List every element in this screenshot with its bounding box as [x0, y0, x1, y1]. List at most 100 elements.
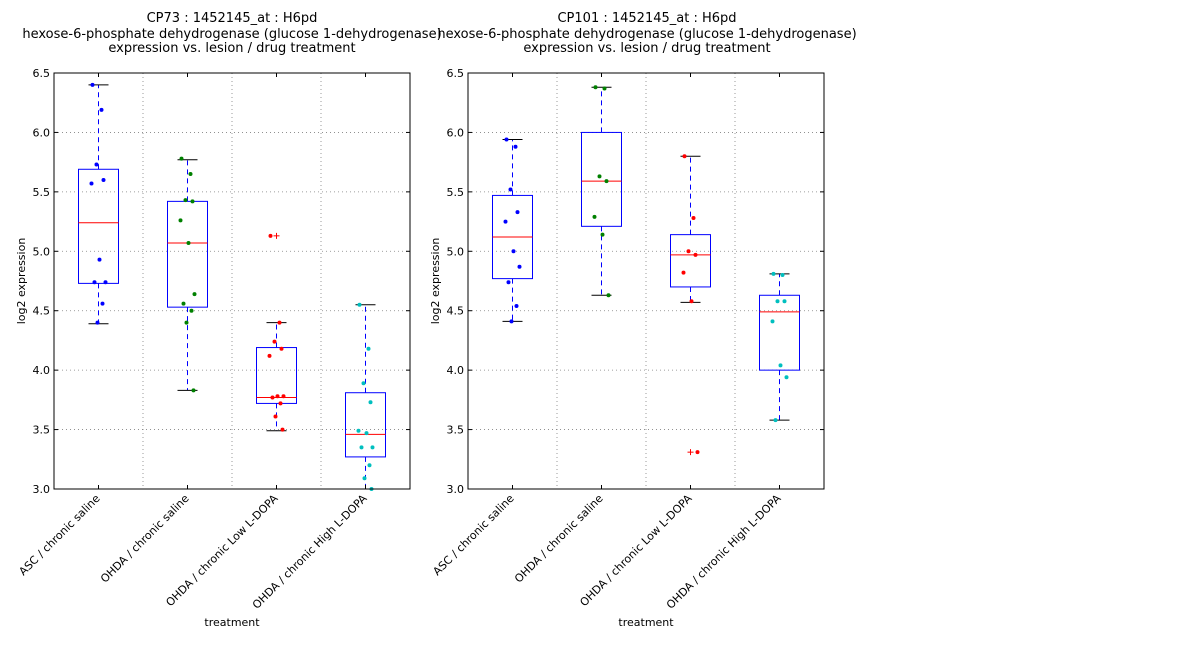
chart-2-cat-1-point-8 — [506, 280, 511, 285]
chart-2-cat-1-point-1 — [504, 137, 509, 142]
chart-1-cat-4-point-2 — [366, 346, 371, 351]
chart-1-cat-4-point-8 — [359, 445, 364, 450]
chart-1-cat-2-point-2 — [188, 172, 193, 177]
chart-2-cat-4-point-5 — [770, 319, 775, 324]
chart-2-ytick-label-2: 4.0 — [447, 364, 465, 377]
chart-1-xtick-label-1: OHDA / chronic saline — [98, 492, 192, 586]
chart-1-ytick-label-5: 5.5 — [33, 186, 51, 199]
chart-2-cat-4-point-4 — [782, 299, 787, 304]
chart-1-cat-3-point-7 — [281, 394, 286, 399]
chart-1-ytick-label-7: 6.5 — [33, 67, 51, 80]
chart-2-cat-4-point-1 — [771, 271, 776, 276]
chart-1-cat-3-point-4 — [279, 346, 284, 351]
chart-1-title-line-3: expression vs. lesion / drug treatment — [108, 41, 355, 56]
chart-1-ytick-label-0: 3.0 — [33, 483, 51, 496]
chart-2-plot-area: 3.0 3.5 4.0 4.5 5.0 5.5 6.0 6.5 ASC / chronic sa… — [430, 67, 825, 612]
chart-panel-2: CP101 : 1452145_at : H6pd hexose-6-phosp… — [429, 11, 857, 629]
chart-1-cat-2-box — [167, 200, 208, 308]
chart-1-ytick-label-6: 6.0 — [33, 126, 51, 139]
chart-2-cat-2-point-2 — [602, 86, 607, 91]
chart-2-cat-4-point-6 — [778, 363, 783, 368]
chart-1-ytick-label-2: 4.0 — [33, 364, 51, 377]
chart-2-cat-3-point-1 — [682, 154, 687, 159]
chart-1-cat-4-point-10 — [362, 476, 367, 481]
chart-2-cat-3-box — [670, 234, 711, 288]
chart-1-cat-4-point-9 — [367, 463, 372, 468]
chart-2-cat-1-point-3 — [508, 187, 513, 192]
chart-2-cat-1-point-2 — [513, 144, 518, 149]
chart-1-cat-2-point-1 — [179, 156, 184, 161]
chart-1-cat-1-point-3 — [94, 162, 99, 167]
chart-1-cat-1-point-10 — [95, 320, 100, 325]
chart-2-cat-4-point-2 — [780, 273, 785, 278]
chart-2-ytick-label-6: 6.0 — [447, 126, 465, 139]
chart-2-cat-2-box — [581, 131, 622, 227]
chart-1-cat-1-point-8 — [92, 280, 97, 285]
chart-2-axes-frame — [467, 72, 825, 490]
chart-2-ytick-label-7: 6.5 — [447, 67, 465, 80]
chart-2-cat-2-point-7 — [606, 293, 611, 298]
chart-2-cat-3-point-4 — [693, 252, 698, 257]
chart-2-ytick-label-1: 3.5 — [447, 424, 465, 437]
chart-1-cat-4-point-5 — [356, 428, 361, 433]
chart-2-ytick-label-4: 5.0 — [447, 245, 465, 258]
chart-1-xlabel: treatment — [204, 616, 260, 629]
chart-1-axes-frame — [53, 72, 411, 490]
chart-2-cat-4-point-7 — [784, 375, 789, 380]
chart-2-xtick-label-0: ASC / chronic saline — [430, 492, 516, 578]
chart-2-ytick-label-0: 3.0 — [447, 483, 465, 496]
chart-2-cat-2-point-3 — [597, 174, 602, 179]
chart-1-cat-1-point-6 — [97, 257, 102, 262]
chart-1-cat-4-box — [345, 392, 386, 458]
chart-1-cat-4-point-6 — [364, 431, 369, 436]
chart-2-cat-2-point-5 — [592, 214, 597, 219]
chart-1-cat-3-point-8 — [270, 395, 275, 400]
chart-1-ytick-label-3: 4.5 — [33, 305, 51, 318]
chart-1-ytick-label-1: 3.5 — [33, 424, 51, 437]
chart-2-cat-1-point-4 — [515, 210, 520, 215]
chart-2-cat-4-point-3 — [775, 299, 780, 304]
chart-1-cat-2-point-9 — [189, 308, 194, 313]
chart-1-cat-1-point-5 — [89, 181, 94, 186]
chart-2-cat-3-point-6 — [689, 299, 694, 304]
chart-1-cat-3-outlier-1 — [273, 232, 280, 239]
chart-2-cat-1-point-7 — [517, 264, 522, 269]
chart-1-cat-3-point-5 — [267, 353, 272, 358]
chart-1-cat-3-point-11 — [280, 427, 285, 432]
chart-2-xtick-label-1: OHDA / chronic saline — [512, 492, 606, 586]
chart-1-cat-1-point-7 — [103, 280, 108, 285]
chart-2-title-line-2: hexose-6-phosphate dehydrogenase (glucos… — [437, 27, 856, 42]
chart-1-cat-2-point-11 — [191, 388, 196, 393]
chart-2-cat-2-point-6 — [600, 232, 605, 237]
chart-2-ylabel: log2 expression — [429, 238, 442, 325]
chart-1-cat-2-point-7 — [192, 292, 197, 297]
chart-1-cat-2-point-6 — [186, 240, 191, 245]
chart-2-ytick-label-5: 5.5 — [447, 186, 465, 199]
chart-2-cat-3-outlier-1 — [687, 449, 694, 456]
chart-2-cat-4-point-8 — [773, 418, 778, 423]
chart-1-cat-2-point-4 — [190, 199, 195, 204]
chart-1-cat-4-point-3 — [361, 381, 366, 386]
chart-1-cat-2-point-5 — [178, 218, 183, 223]
chart-1-cat-4-point-7 — [370, 445, 375, 450]
chart-1-cat-3-box — [256, 347, 297, 404]
chart-1-ytick-label-4: 5.0 — [33, 245, 51, 258]
chart-1-plot-area: 3.0 3.5 4.0 4.5 5.0 5.5 6.0 6.5 ASC / chronic sa… — [16, 67, 411, 612]
chart-1-xtick-label-0: ASC / chronic saline — [16, 492, 102, 578]
chart-1-cat-3-point-2 — [277, 320, 282, 325]
chart-2-cat-3-point-2 — [691, 216, 696, 221]
chart-1-title-line-1: CP73 : 1452145_at : H6pd — [147, 11, 318, 26]
chart-1-cat-3-point-9 — [278, 401, 283, 406]
chart-2-title-line-3: expression vs. lesion / drug treatment — [523, 41, 770, 56]
chart-2-cat-1-point-6 — [511, 249, 516, 254]
chart-2-cat-1-point-10 — [509, 319, 514, 324]
chart-2-cat-3-point-5 — [681, 270, 686, 275]
chart-2-ytick-label-3: 4.5 — [447, 305, 465, 318]
chart-1-cat-1-box — [78, 168, 119, 284]
chart-1-cat-4-point-1 — [357, 302, 362, 307]
chart-1-cat-3-point-10 — [273, 414, 278, 419]
chart-2-cat-1-point-5 — [503, 219, 508, 224]
chart-1-cat-1-point-2 — [99, 107, 104, 112]
chart-1-cat-3-point-3 — [272, 339, 277, 344]
